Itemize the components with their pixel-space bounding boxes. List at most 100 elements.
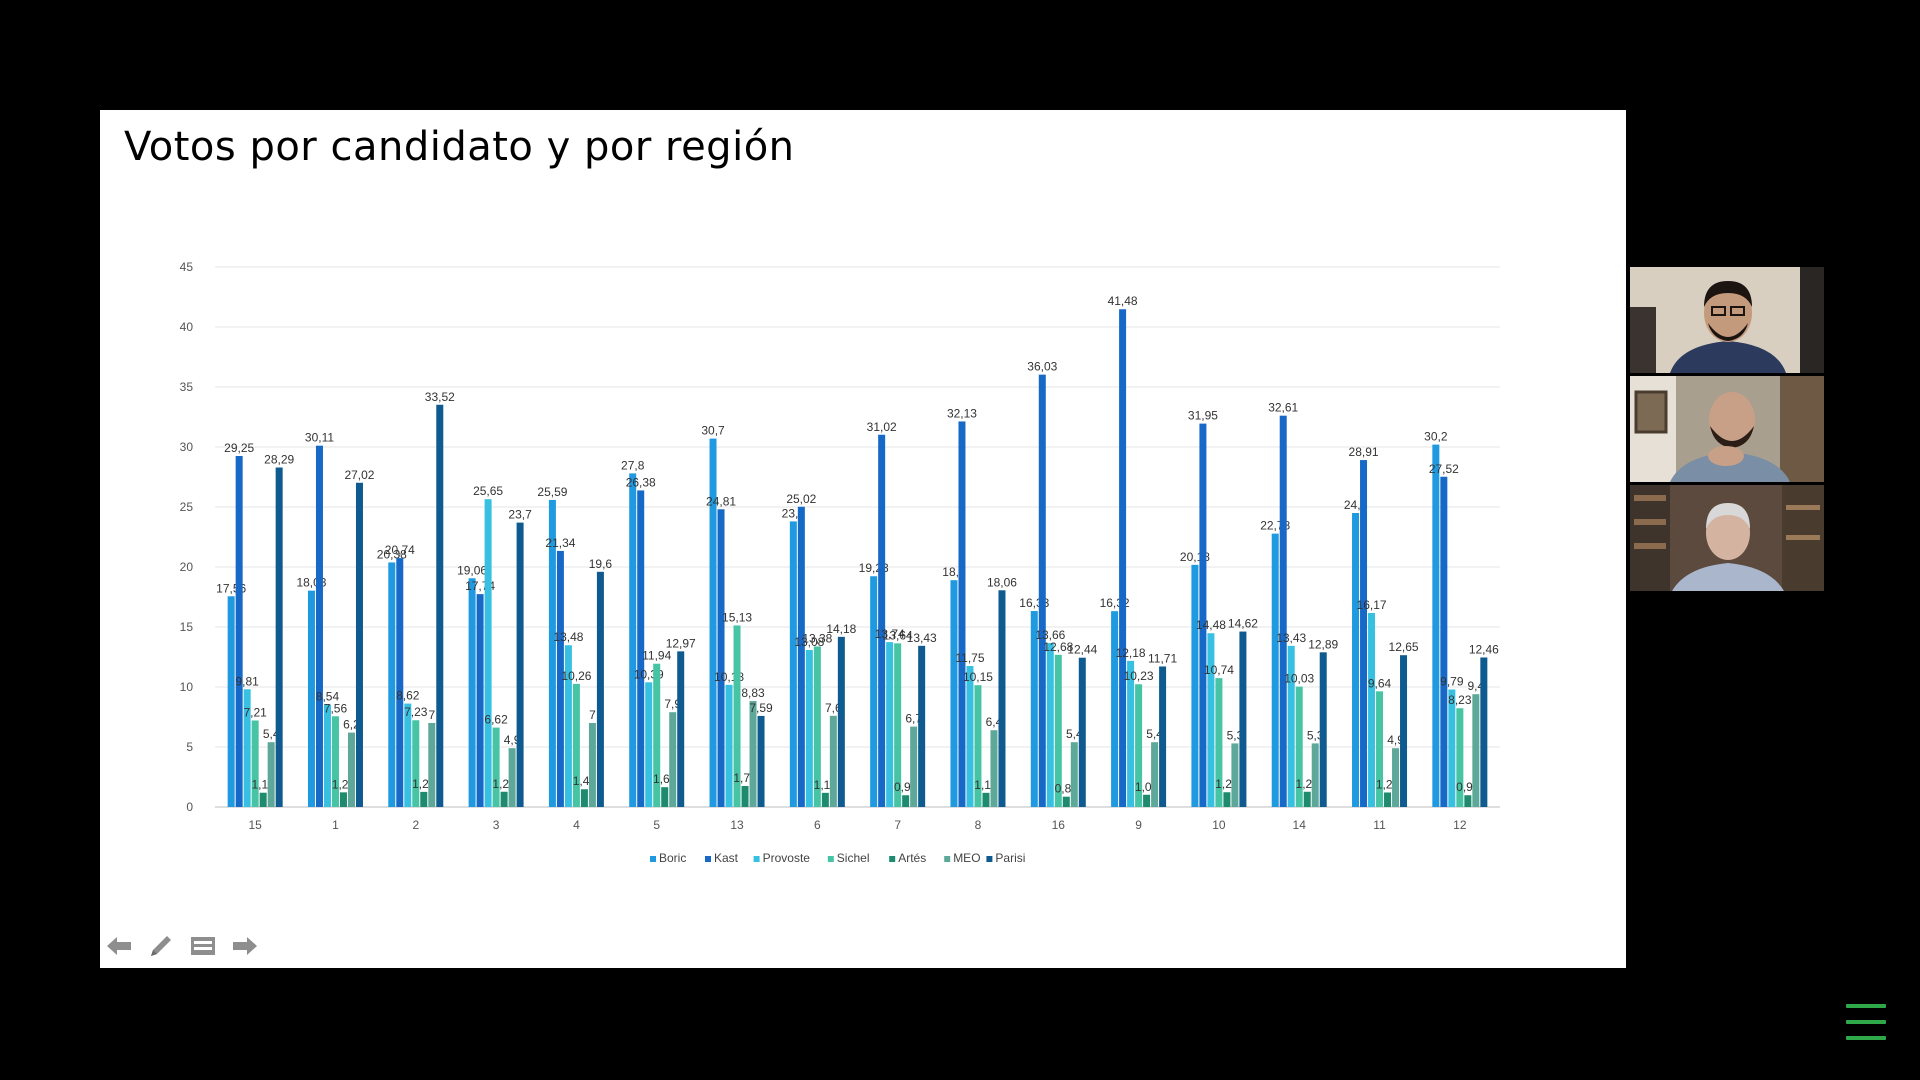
bar <box>436 404 444 807</box>
bar <box>235 456 243 807</box>
previous-slide-button[interactable] <box>104 932 134 960</box>
bar <box>476 594 484 807</box>
data-label: 5,4 <box>263 727 280 741</box>
data-label: 7,9 <box>664 697 681 711</box>
bar <box>1384 792 1392 807</box>
bar <box>243 689 251 807</box>
x-tick-label: 13 <box>730 818 744 832</box>
bar <box>741 786 749 807</box>
participant-video-1[interactable] <box>1630 267 1824 373</box>
data-label: 6,2 <box>343 718 360 732</box>
arrow-right-icon <box>232 935 258 957</box>
bar <box>1400 655 1408 807</box>
bar <box>331 716 339 807</box>
bar <box>572 683 580 807</box>
y-tick-label: 45 <box>180 260 194 274</box>
bar <box>1191 564 1199 807</box>
bar <box>227 596 235 807</box>
data-label: 26,38 <box>626 475 656 489</box>
bar <box>388 562 396 807</box>
slide-title: Votos por candidato y por región <box>124 124 795 170</box>
data-label: 30,2 <box>1424 430 1448 444</box>
data-label: 11,71 <box>1148 651 1177 665</box>
bar <box>468 578 476 807</box>
bar <box>251 720 259 807</box>
data-label: 13,48 <box>553 630 583 644</box>
pen-tool-button[interactable] <box>146 932 176 960</box>
data-label: 20,74 <box>385 543 415 557</box>
x-tick-label: 10 <box>1212 818 1226 832</box>
bar <box>548 499 556 807</box>
menu-icon[interactable] <box>1844 1000 1888 1048</box>
bar <box>1279 415 1287 807</box>
data-label: 31,02 <box>867 420 897 434</box>
data-label: 32,61 <box>1268 401 1298 415</box>
data-label: 12,44 <box>1067 643 1097 657</box>
data-label: 5,4 <box>1146 727 1163 741</box>
participant-video-2[interactable] <box>1630 376 1824 482</box>
data-label: 28,29 <box>264 453 294 467</box>
data-label: 25,65 <box>473 484 503 498</box>
slide-sorter-button[interactable] <box>188 932 218 960</box>
data-label: 12,89 <box>1308 637 1338 651</box>
participant-avatar <box>1630 267 1824 373</box>
bar <box>1207 633 1215 807</box>
data-label: 14,62 <box>1228 617 1258 631</box>
bar <box>974 685 982 807</box>
bar <box>508 748 516 807</box>
bar <box>1360 460 1368 807</box>
y-tick-label: 35 <box>180 380 194 394</box>
x-tick-label: 15 <box>248 818 262 832</box>
bar <box>653 663 661 807</box>
data-label: 7,56 <box>324 701 348 715</box>
arrow-left-icon <box>106 935 132 957</box>
data-label: 27,52 <box>1429 462 1459 476</box>
bar <box>1368 612 1376 807</box>
bar <box>1223 792 1231 807</box>
bar <box>637 490 645 807</box>
data-label: 13,66 <box>1035 628 1065 642</box>
bar <box>1448 689 1456 807</box>
bar <box>1111 611 1119 807</box>
data-label: 30,7 <box>701 424 725 438</box>
data-label: 13,74 <box>875 627 905 641</box>
x-tick-label: 5 <box>653 818 660 832</box>
legend-swatch <box>986 856 993 862</box>
data-label: 10,74 <box>1204 663 1234 677</box>
data-label: 41,48 <box>1108 294 1138 308</box>
bar <box>1480 657 1488 807</box>
bar <box>1046 643 1054 807</box>
x-tick-label: 3 <box>493 818 500 832</box>
data-label: 13,43 <box>1276 631 1306 645</box>
data-label: 11,94 <box>642 649 671 663</box>
bar <box>894 643 902 807</box>
x-tick-label: 11 <box>1373 818 1386 832</box>
participant-video-3[interactable] <box>1630 485 1824 591</box>
bar <box>902 795 910 807</box>
next-slide-button[interactable] <box>230 932 260 960</box>
bar <box>412 720 420 807</box>
bar <box>1311 743 1319 807</box>
data-label: 6,62 <box>484 713 508 727</box>
data-label: 8,83 <box>741 686 765 700</box>
bar <box>1119 309 1127 807</box>
bar <box>347 732 355 807</box>
data-label: 7,23 <box>404 705 428 719</box>
data-label: 13,43 <box>907 631 937 645</box>
y-tick-label: 25 <box>180 500 194 514</box>
data-label: 10,26 <box>561 669 591 683</box>
bar <box>878 434 886 807</box>
bar-chart: 05101520253035404517,5629,259,817,211,19… <box>180 260 1500 865</box>
bar <box>315 445 323 807</box>
data-label: 28,91 <box>1349 445 1379 459</box>
bar <box>484 499 492 807</box>
participant-avatar <box>1630 485 1824 591</box>
data-label: 7,21 <box>243 705 267 719</box>
bar <box>564 645 572 807</box>
data-label: 23,7 <box>508 508 532 522</box>
data-label: 7 <box>428 708 435 722</box>
data-label: 14,18 <box>826 622 856 636</box>
bar <box>813 646 821 807</box>
x-tick-label: 1 <box>332 818 339 832</box>
legend-label: Sichel <box>837 851 870 865</box>
